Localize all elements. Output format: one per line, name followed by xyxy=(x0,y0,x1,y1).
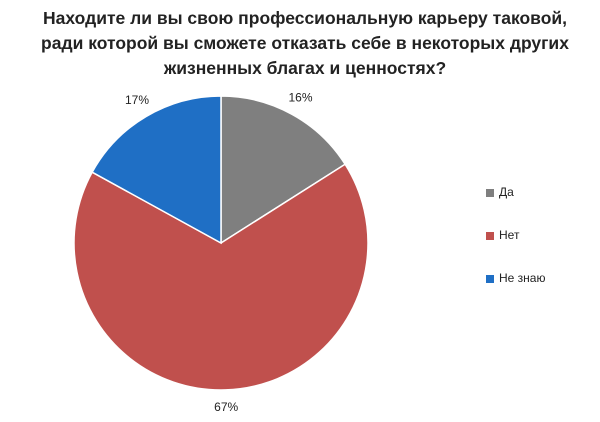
pie-slice xyxy=(73,163,369,391)
chart-title: Находите ли вы свою профессиональную кар… xyxy=(41,8,569,78)
data-label: 17% xyxy=(125,93,149,107)
legend-label: Не знаю xyxy=(499,271,545,285)
pie-slice xyxy=(91,95,222,245)
legend-label: Да xyxy=(499,185,514,199)
data-label: 16% xyxy=(288,91,312,105)
data-label: 67% xyxy=(214,400,238,414)
legend-label: Нет xyxy=(499,228,520,242)
pie-slice xyxy=(220,95,347,245)
legend-swatch xyxy=(486,275,494,283)
legend-swatch xyxy=(486,232,494,240)
legend-swatch xyxy=(486,189,494,197)
